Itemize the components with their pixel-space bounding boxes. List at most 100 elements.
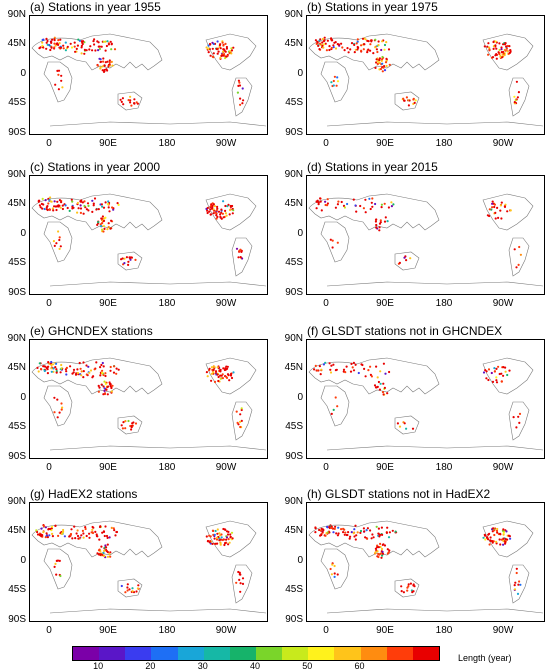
colorbar-segment — [334, 647, 361, 660]
station-dot — [356, 38, 359, 41]
station-dot — [207, 47, 210, 50]
station-dot — [409, 582, 412, 585]
station-dot — [38, 362, 41, 365]
station-dot — [376, 376, 379, 379]
station-dot — [385, 41, 388, 44]
latitude-label: 45S — [285, 97, 303, 108]
station-dot — [82, 212, 85, 215]
station-dot — [107, 200, 110, 203]
station-dot — [102, 70, 106, 73]
latitude-label: 90N — [284, 496, 303, 507]
longitude-label: 90E — [376, 625, 394, 636]
station-dot — [488, 543, 491, 546]
station-dot — [374, 38, 377, 41]
world-map — [31, 33, 267, 127]
coastline — [49, 445, 267, 451]
station-dot — [321, 41, 324, 44]
station-dot — [129, 95, 132, 98]
station-dot — [97, 221, 100, 224]
station-dot — [206, 211, 209, 215]
station-dot — [379, 67, 383, 71]
station-dot — [106, 228, 109, 231]
longitude-label: 90W — [215, 462, 237, 473]
station-dot — [509, 209, 512, 212]
station-dot — [47, 528, 50, 531]
station-dot — [65, 373, 68, 376]
station-dot — [334, 206, 337, 209]
station-dot — [491, 380, 495, 383]
station-dot — [331, 563, 334, 566]
station-dot — [365, 529, 368, 532]
station-dot — [373, 384, 377, 387]
station-dot — [506, 210, 509, 213]
station-dot — [78, 361, 81, 365]
station-dot — [374, 547, 377, 550]
station-dot — [217, 379, 220, 383]
station-dot — [36, 366, 39, 369]
longitude-label: 90W — [215, 138, 237, 149]
station-dot — [500, 380, 503, 383]
station-dot — [59, 371, 62, 374]
station-dot — [108, 381, 111, 384]
station-dot — [104, 49, 107, 52]
station-dot — [130, 104, 133, 107]
station-dot — [117, 368, 120, 371]
station-dot — [109, 555, 112, 558]
station-dot — [351, 366, 354, 369]
station-dot — [336, 80, 340, 83]
station-dot — [92, 202, 95, 205]
station-dot — [108, 63, 111, 66]
station-dot — [228, 213, 231, 216]
station-dot — [53, 565, 56, 568]
station-dot — [52, 240, 55, 243]
station-dot — [88, 536, 91, 539]
station-dot — [379, 219, 382, 222]
station-dot — [98, 47, 101, 51]
station-dot — [127, 263, 130, 266]
station-dot — [221, 54, 225, 57]
station-dot — [106, 536, 109, 539]
station-dot — [496, 206, 499, 209]
station-dot — [113, 48, 117, 51]
station-dot — [484, 538, 487, 541]
station-dot — [99, 374, 102, 377]
station-dot — [53, 38, 56, 41]
station-dot — [206, 206, 209, 210]
longitude-label: 180 — [158, 138, 176, 149]
station-dot — [330, 412, 333, 415]
latitude-label: 45N — [284, 525, 303, 536]
station-dot — [330, 37, 333, 40]
station-dot — [101, 65, 104, 68]
station-dot — [376, 50, 379, 54]
station-dot — [225, 538, 228, 541]
station-dot — [75, 532, 78, 535]
station-dot — [360, 44, 363, 47]
station-dot — [108, 536, 111, 539]
station-dot — [39, 46, 42, 49]
station-dot — [229, 535, 232, 538]
station-dot — [211, 542, 214, 545]
latitude-label: 90N — [7, 496, 26, 507]
station-dot — [349, 535, 352, 538]
station-dot — [496, 527, 499, 531]
station-dot — [100, 45, 103, 48]
station-dot — [76, 44, 79, 47]
panel-title: (b) Stations in year 1975 — [307, 0, 438, 14]
station-dot — [42, 203, 45, 206]
station-dot — [344, 531, 347, 534]
station-dot — [102, 57, 105, 60]
station-dot — [387, 551, 390, 554]
coastline — [43, 61, 73, 103]
world-map — [31, 520, 267, 614]
coastline — [394, 415, 420, 435]
station-dot — [110, 219, 113, 222]
latitude-label: 0 — [297, 392, 303, 403]
station-dot — [216, 373, 219, 376]
station-dot — [55, 368, 58, 371]
coastline — [326, 608, 544, 614]
station-dot — [51, 532, 54, 535]
station-dot — [50, 41, 53, 44]
station-dot — [383, 386, 386, 389]
station-dot — [353, 535, 356, 538]
station-dot — [379, 552, 382, 555]
